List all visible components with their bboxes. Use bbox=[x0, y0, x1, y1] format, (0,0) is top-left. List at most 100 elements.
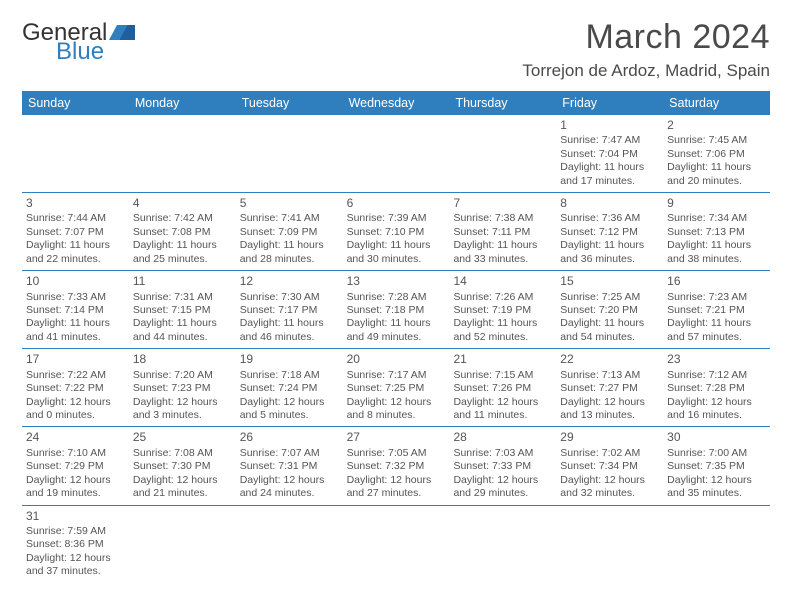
week-row: 24Sunrise: 7:10 AMSunset: 7:29 PMDayligh… bbox=[22, 427, 770, 505]
day-cell: 22Sunrise: 7:13 AMSunset: 7:27 PMDayligh… bbox=[556, 349, 663, 426]
sunset-line: Sunset: 7:35 PM bbox=[667, 460, 766, 473]
daylight-line: and 21 minutes. bbox=[133, 487, 232, 500]
day-number: 11 bbox=[133, 274, 232, 289]
sunrise-line: Sunrise: 7:13 AM bbox=[560, 369, 659, 382]
daylight-line: and 25 minutes. bbox=[133, 253, 232, 266]
day-cell: 26Sunrise: 7:07 AMSunset: 7:31 PMDayligh… bbox=[236, 427, 343, 504]
weekday-label: Sunday bbox=[22, 91, 129, 115]
sunset-line: Sunset: 7:23 PM bbox=[133, 382, 232, 395]
empty-cell bbox=[129, 506, 236, 583]
daylight-line: and 16 minutes. bbox=[667, 409, 766, 422]
day-cell: 1Sunrise: 7:47 AMSunset: 7:04 PMDaylight… bbox=[556, 115, 663, 192]
sunset-line: Sunset: 7:07 PM bbox=[26, 226, 125, 239]
sunrise-line: Sunrise: 7:07 AM bbox=[240, 447, 339, 460]
daylight-line: Daylight: 12 hours bbox=[347, 474, 446, 487]
empty-cell bbox=[343, 506, 450, 583]
day-number: 29 bbox=[560, 430, 659, 445]
daylight-line: Daylight: 12 hours bbox=[240, 474, 339, 487]
day-cell: 15Sunrise: 7:25 AMSunset: 7:20 PMDayligh… bbox=[556, 271, 663, 348]
daylight-line: Daylight: 12 hours bbox=[560, 474, 659, 487]
day-cell: 23Sunrise: 7:12 AMSunset: 7:28 PMDayligh… bbox=[663, 349, 770, 426]
sunset-line: Sunset: 7:14 PM bbox=[26, 304, 125, 317]
day-cell: 7Sunrise: 7:38 AMSunset: 7:11 PMDaylight… bbox=[449, 193, 556, 270]
sunrise-line: Sunrise: 7:22 AM bbox=[26, 369, 125, 382]
sunset-line: Sunset: 7:09 PM bbox=[240, 226, 339, 239]
sunrise-line: Sunrise: 7:34 AM bbox=[667, 212, 766, 225]
sunrise-line: Sunrise: 7:38 AM bbox=[453, 212, 552, 225]
day-number: 16 bbox=[667, 274, 766, 289]
sunrise-line: Sunrise: 7:47 AM bbox=[560, 134, 659, 147]
sunrise-line: Sunrise: 7:26 AM bbox=[453, 291, 552, 304]
empty-cell bbox=[343, 115, 450, 192]
daylight-line: Daylight: 11 hours bbox=[560, 161, 659, 174]
day-number: 3 bbox=[26, 196, 125, 211]
daylight-line: Daylight: 11 hours bbox=[347, 317, 446, 330]
day-cell: 11Sunrise: 7:31 AMSunset: 7:15 PMDayligh… bbox=[129, 271, 236, 348]
day-number: 5 bbox=[240, 196, 339, 211]
weekday-label: Tuesday bbox=[236, 91, 343, 115]
empty-cell bbox=[236, 115, 343, 192]
day-cell: 30Sunrise: 7:00 AMSunset: 7:35 PMDayligh… bbox=[663, 427, 770, 504]
daylight-line: and 28 minutes. bbox=[240, 253, 339, 266]
flag-icon bbox=[109, 22, 137, 42]
sunset-line: Sunset: 7:20 PM bbox=[560, 304, 659, 317]
day-number: 12 bbox=[240, 274, 339, 289]
sunset-line: Sunset: 7:29 PM bbox=[26, 460, 125, 473]
daylight-line: Daylight: 11 hours bbox=[560, 317, 659, 330]
day-cell: 5Sunrise: 7:41 AMSunset: 7:09 PMDaylight… bbox=[236, 193, 343, 270]
daylight-line: Daylight: 12 hours bbox=[667, 396, 766, 409]
sunset-line: Sunset: 8:36 PM bbox=[26, 538, 125, 551]
weekday-header: Sunday Monday Tuesday Wednesday Thursday… bbox=[22, 91, 770, 115]
daylight-line: and 46 minutes. bbox=[240, 331, 339, 344]
brand-word2: Blue bbox=[22, 38, 104, 65]
daylight-line: and 11 minutes. bbox=[453, 409, 552, 422]
daylight-line: and 57 minutes. bbox=[667, 331, 766, 344]
sunrise-line: Sunrise: 7:05 AM bbox=[347, 447, 446, 460]
daylight-line: and 33 minutes. bbox=[453, 253, 552, 266]
daylight-line: and 27 minutes. bbox=[347, 487, 446, 500]
sunrise-line: Sunrise: 7:15 AM bbox=[453, 369, 552, 382]
week-row: 3Sunrise: 7:44 AMSunset: 7:07 PMDaylight… bbox=[22, 193, 770, 271]
day-cell: 19Sunrise: 7:18 AMSunset: 7:24 PMDayligh… bbox=[236, 349, 343, 426]
daylight-line: and 17 minutes. bbox=[560, 175, 659, 188]
weekday-label: Friday bbox=[556, 91, 663, 115]
empty-cell bbox=[449, 115, 556, 192]
day-cell: 28Sunrise: 7:03 AMSunset: 7:33 PMDayligh… bbox=[449, 427, 556, 504]
sunrise-line: Sunrise: 7:45 AM bbox=[667, 134, 766, 147]
sunset-line: Sunset: 7:19 PM bbox=[453, 304, 552, 317]
daylight-line: Daylight: 12 hours bbox=[133, 474, 232, 487]
daylight-line: Daylight: 11 hours bbox=[347, 239, 446, 252]
day-number: 14 bbox=[453, 274, 552, 289]
empty-cell bbox=[556, 506, 663, 583]
day-number: 2 bbox=[667, 118, 766, 133]
day-number: 31 bbox=[26, 509, 125, 524]
sunrise-line: Sunrise: 7:08 AM bbox=[133, 447, 232, 460]
day-number: 25 bbox=[133, 430, 232, 445]
daylight-line: Daylight: 12 hours bbox=[26, 396, 125, 409]
daylight-line: Daylight: 11 hours bbox=[667, 317, 766, 330]
daylight-line: and 35 minutes. bbox=[667, 487, 766, 500]
month-title: March 2024 bbox=[522, 18, 770, 57]
title-block: March 2024 Torrejon de Ardoz, Madrid, Sp… bbox=[522, 18, 770, 81]
day-number: 18 bbox=[133, 352, 232, 367]
header-row: General Blue March 2024 Torrejon de Ardo… bbox=[22, 18, 770, 81]
sunset-line: Sunset: 7:06 PM bbox=[667, 148, 766, 161]
sunrise-line: Sunrise: 7:00 AM bbox=[667, 447, 766, 460]
daylight-line: Daylight: 11 hours bbox=[560, 239, 659, 252]
sunset-line: Sunset: 7:18 PM bbox=[347, 304, 446, 317]
day-cell: 3Sunrise: 7:44 AMSunset: 7:07 PMDaylight… bbox=[22, 193, 129, 270]
sunrise-line: Sunrise: 7:39 AM bbox=[347, 212, 446, 225]
week-row: 1Sunrise: 7:47 AMSunset: 7:04 PMDaylight… bbox=[22, 115, 770, 193]
day-cell: 10Sunrise: 7:33 AMSunset: 7:14 PMDayligh… bbox=[22, 271, 129, 348]
daylight-line: Daylight: 11 hours bbox=[240, 317, 339, 330]
daylight-line: and 44 minutes. bbox=[133, 331, 232, 344]
empty-cell bbox=[22, 115, 129, 192]
day-cell: 18Sunrise: 7:20 AMSunset: 7:23 PMDayligh… bbox=[129, 349, 236, 426]
daylight-line: Daylight: 11 hours bbox=[453, 317, 552, 330]
daylight-line: and 52 minutes. bbox=[453, 331, 552, 344]
empty-cell bbox=[236, 506, 343, 583]
day-number: 23 bbox=[667, 352, 766, 367]
day-number: 26 bbox=[240, 430, 339, 445]
sunrise-line: Sunrise: 7:02 AM bbox=[560, 447, 659, 460]
daylight-line: and 13 minutes. bbox=[560, 409, 659, 422]
